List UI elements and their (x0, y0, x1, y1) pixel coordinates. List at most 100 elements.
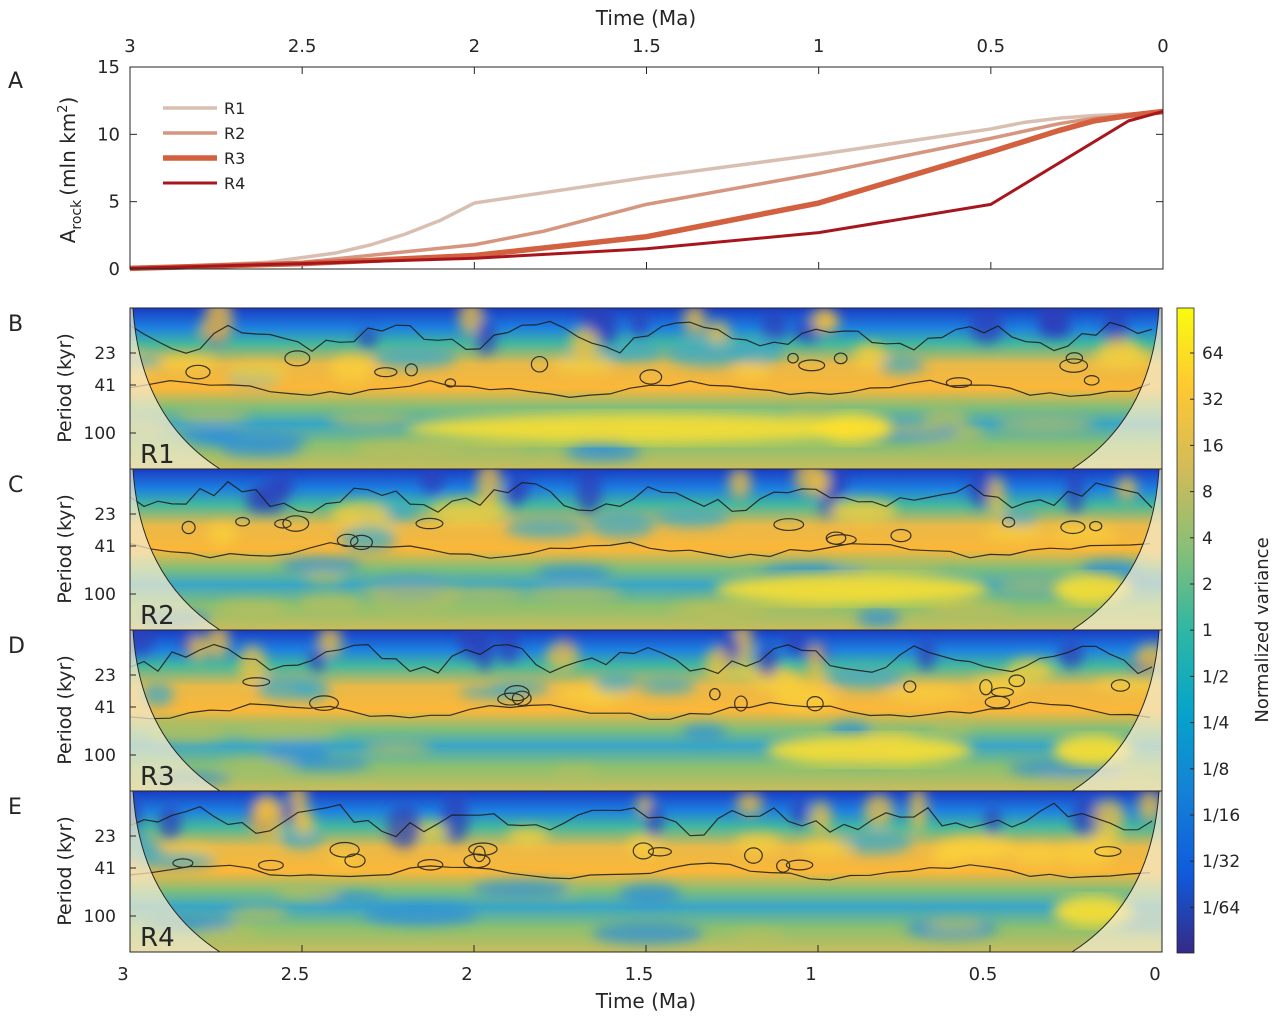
significance-contour (130, 802, 1153, 838)
significance-contour (349, 534, 373, 551)
panel-letter: C (8, 473, 23, 498)
colorbar-tick-label: 1/64 (1202, 898, 1240, 918)
wavelet-panel-r3: 23 41 100 Period (kyr) D R3 (8, 629, 1163, 792)
significance-contour (773, 518, 805, 532)
significance-contour (744, 847, 763, 864)
series-line-r4 (129, 109, 1164, 270)
bottom-tick-label: 1.5 (625, 964, 654, 985)
cone-of-influence-left (130, 630, 220, 791)
significance-contour (257, 859, 284, 871)
top-tick-label: 1.5 (632, 36, 661, 57)
period-tick-label: 23 (94, 505, 116, 525)
y-axis-label: Arock(mln km2) (56, 97, 85, 244)
significance-contour (806, 695, 824, 712)
significance-contour (1001, 516, 1016, 528)
cone-of-influence-right (1072, 469, 1162, 630)
period-tick-label: 100 (84, 907, 116, 927)
significance-contour (284, 350, 311, 367)
colorbar-tick-label: 16 (1202, 436, 1224, 456)
period-tick-label: 23 (94, 666, 116, 686)
significance-contour (344, 853, 366, 868)
period-axis-label: Period (kyr) (54, 816, 76, 926)
panel-a-label: A (8, 69, 23, 94)
cone-of-influence-left (130, 791, 220, 952)
significance-contour (329, 841, 360, 858)
significance-contour (336, 533, 359, 548)
significance-contour (1008, 674, 1026, 688)
run-label: R4 (140, 923, 175, 953)
top-tick-label: 3 (124, 36, 135, 57)
significance-contour (647, 847, 672, 857)
significance-contour (979, 679, 993, 696)
significance-contour (632, 842, 654, 860)
bottom-tick-label: 2 (461, 964, 472, 985)
significance-contour (172, 858, 194, 868)
significance-contour (130, 701, 1151, 721)
period-tick-label: 100 (84, 424, 116, 444)
period-tick-label: 41 (94, 376, 116, 396)
legend-label-r3: R3 (224, 149, 245, 168)
significance-contour (473, 845, 486, 863)
significance-contour (530, 355, 549, 373)
colorbar-tick-label: 1/8 (1202, 760, 1229, 780)
colorbar-tick-label: 1/16 (1202, 806, 1240, 826)
significance-contour (709, 687, 721, 701)
colorbar-tick-label: 1/4 (1202, 714, 1229, 734)
top-axis-ticks: 3 2.5 2 1.5 1 0.5 0 (124, 36, 1169, 269)
colorbar-ticks: 64 32 16 8 4 2 1 1/2 1/4 1/8 1/16 1/32 1/64 (1190, 344, 1240, 918)
significance-contour (468, 842, 498, 856)
bottom-tick-label: 3 (117, 964, 128, 985)
cone-of-influence-left (130, 308, 220, 469)
y-axis-ticks: 0 5 10 15 (97, 57, 1163, 280)
period-tick-label: 23 (94, 827, 116, 847)
significance-contour (776, 859, 791, 873)
line-series-group (129, 108, 1164, 272)
period-tick-label: 41 (94, 698, 116, 718)
legend-label-r2: R2 (224, 124, 245, 143)
significance-contour (235, 516, 250, 527)
top-tick-label: 2.5 (288, 36, 317, 57)
significance-contour (417, 859, 444, 871)
panel-letter: D (8, 634, 25, 659)
period-tick-label: 100 (84, 746, 116, 766)
y-tick-label: 15 (97, 57, 120, 78)
period-axis-label: Period (kyr) (54, 494, 76, 604)
significance-contour (404, 363, 418, 377)
y-tick-label: 10 (97, 124, 120, 145)
significance-contour (734, 695, 748, 712)
run-label: R1 (140, 440, 175, 470)
period-tick-label: 23 (94, 344, 116, 364)
significance-contour (798, 359, 826, 372)
series-line-r2 (129, 111, 1164, 271)
significance-contour (639, 369, 663, 385)
significance-contour (511, 690, 532, 707)
significance-contour (130, 320, 1153, 354)
colorbar-tick-label: 32 (1202, 390, 1224, 410)
significance-contour (1089, 520, 1103, 532)
cone-of-influence-left (130, 469, 220, 630)
run-label: R2 (140, 601, 175, 631)
legend-label-r4: R4 (224, 174, 245, 193)
significance-contour (444, 378, 457, 388)
bottom-tick-label: 0.5 (969, 964, 998, 985)
colorbar-tick-label: 1 (1202, 621, 1213, 641)
significance-contour (825, 531, 847, 545)
run-label: R3 (140, 762, 175, 792)
top-tick-label: 2 (469, 36, 480, 57)
period-tick-label: 41 (94, 859, 116, 879)
panel-letter: B (8, 312, 23, 337)
wavelet-panel-r4: 23 41 100 Period (kyr) E R4 (8, 790, 1163, 953)
colorbar-label: Normalized variance (1252, 537, 1273, 722)
significance-contour (374, 367, 398, 378)
significance-contour (890, 528, 912, 543)
colorbar-tick-label: 64 (1202, 344, 1224, 364)
significance-contour (984, 695, 1011, 709)
cone-of-influence-right (1072, 791, 1162, 952)
period-axis-label: Period (kyr) (54, 333, 76, 443)
colorbar-tick-label: 1/32 (1202, 852, 1240, 872)
legend-label-r1: R1 (224, 99, 245, 118)
significance-contour (242, 677, 271, 687)
cone-of-influence-right (1072, 630, 1162, 791)
significance-contour (1065, 352, 1084, 364)
significance-contour (185, 364, 211, 380)
